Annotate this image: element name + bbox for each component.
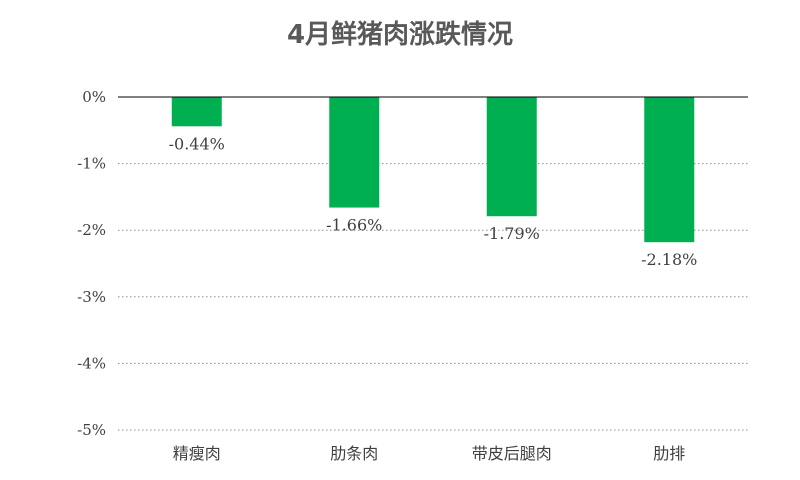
category-label: 带皮后腿肉 xyxy=(472,444,552,463)
y-tick-label: -4% xyxy=(77,354,106,372)
chart-title: 4月鲜猪肉涨跌情况 xyxy=(286,20,514,50)
y-tick-label: -5% xyxy=(77,421,106,439)
labels: 0% -1% -2% -3% -4% -5% -0.44% 精瘦肉 -1.66% 肋条肉 -1.79… xyxy=(77,88,697,463)
bar xyxy=(644,97,695,243)
category-label: 精瘦肉 xyxy=(173,444,221,463)
data-label: -0.44% xyxy=(169,134,225,153)
y-tick-label: 0% xyxy=(82,88,106,106)
bar xyxy=(329,97,380,208)
bars xyxy=(171,97,695,243)
bar xyxy=(171,97,222,127)
y-tick-label: -1% xyxy=(77,155,106,173)
y-tick-label: -2% xyxy=(77,221,106,239)
data-label: -1.79% xyxy=(484,224,540,243)
category-label: 肋条肉 xyxy=(330,444,378,463)
category-label: 肋排 xyxy=(653,444,685,463)
y-tick-label: -3% xyxy=(77,288,106,306)
data-label: -2.18% xyxy=(641,250,697,269)
bar xyxy=(486,97,537,217)
gridlines xyxy=(118,163,748,431)
data-label: -1.66% xyxy=(326,216,382,235)
